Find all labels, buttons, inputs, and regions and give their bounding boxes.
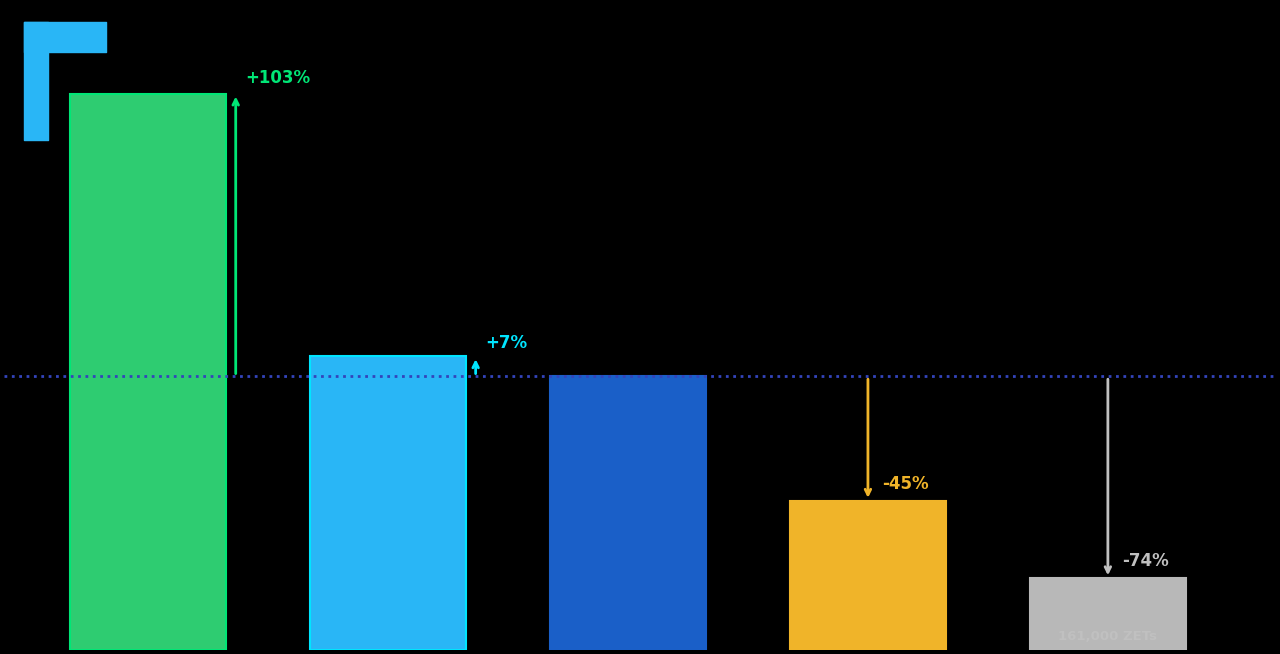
Bar [24, 22, 105, 52]
Bar [550, 377, 707, 650]
Bar [1030, 578, 1185, 650]
Bar [24, 22, 49, 140]
Bar [70, 94, 227, 650]
Text: -74%: -74% [1123, 552, 1169, 570]
Text: +103%: +103% [246, 69, 311, 87]
Text: -45%: -45% [882, 475, 929, 492]
Text: 659,000 ZETs: 659,000 ZETs [339, 623, 438, 636]
Text: +7%: +7% [485, 334, 527, 352]
Text: 614,000 ZETs: 614,000 ZETs [579, 624, 677, 637]
Bar [790, 501, 946, 650]
Text: 161,000 ZETs: 161,000 ZETs [1059, 630, 1157, 644]
Text: 335,000 ZETs: 335,000 ZETs [818, 628, 918, 641]
Bar [310, 356, 466, 650]
Text: 1,249,000 ZETs: 1,249,000 ZETs [91, 615, 205, 628]
